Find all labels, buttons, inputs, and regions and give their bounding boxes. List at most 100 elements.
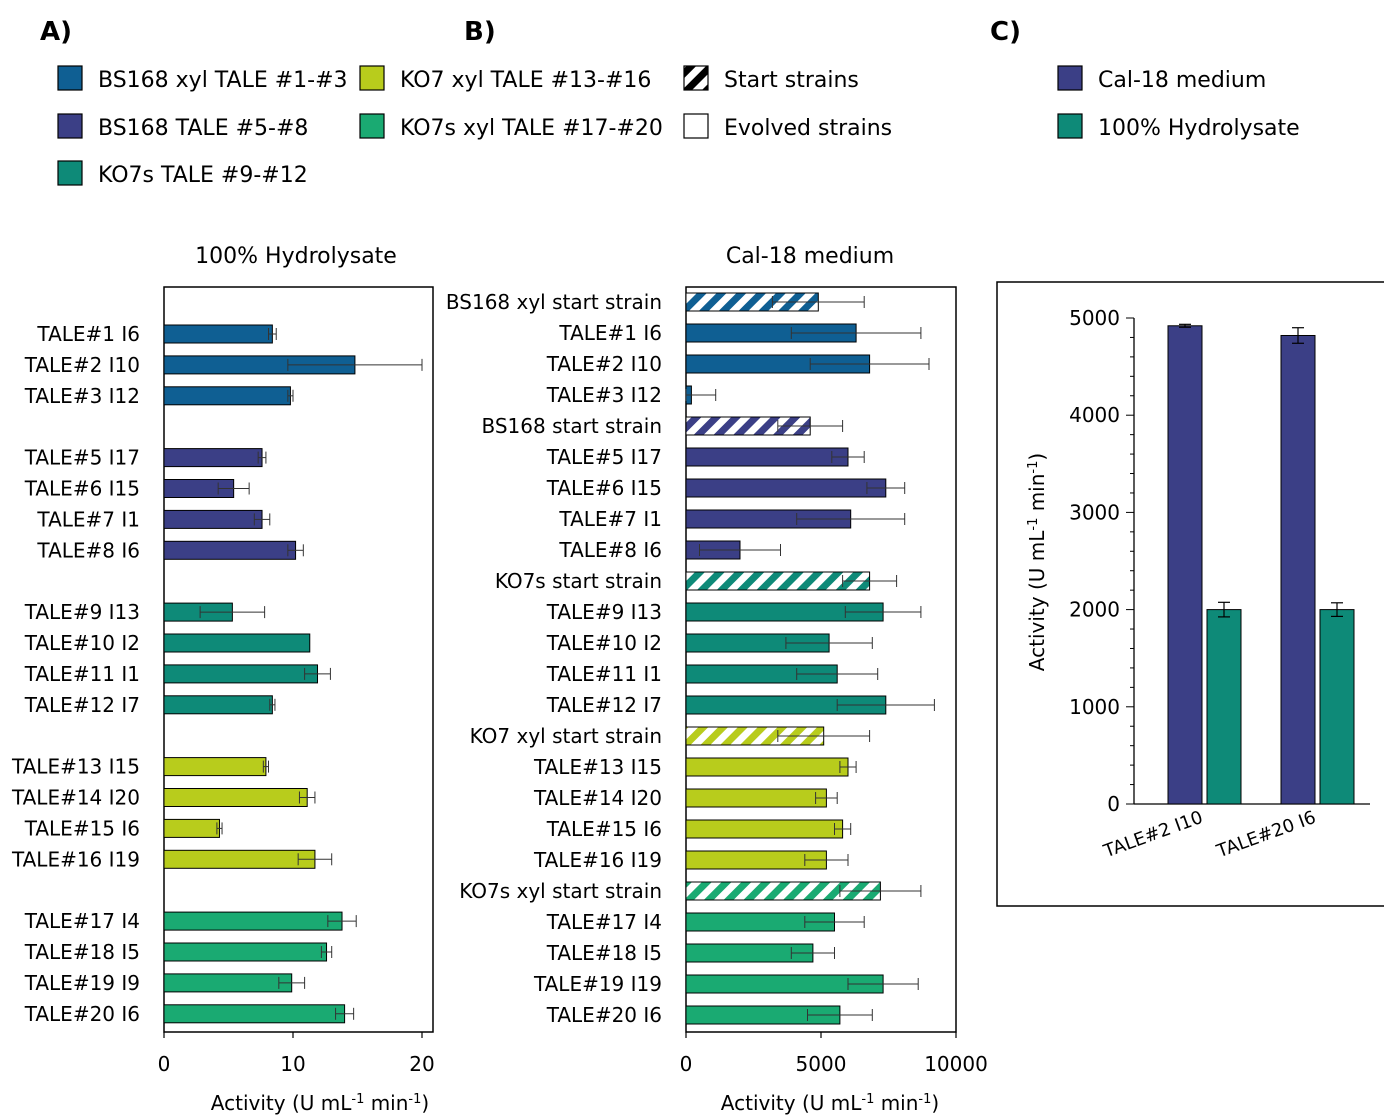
bar <box>163 818 220 838</box>
category-label: TALE#20 I6 <box>1213 807 1319 863</box>
row-label: TALE#8 I6 <box>36 538 140 562</box>
chart-cal18: Cal-18 medium BS168 xyl start strain TALE… <box>446 244 988 1115</box>
legend-label: KO7s TALE #9-#12 <box>98 163 308 188</box>
row-label: KO7 xyl start strain <box>470 724 662 748</box>
bar <box>163 386 291 406</box>
bar <box>163 695 273 715</box>
legend-label: KO7s xyl TALE #17-#20 <box>400 116 663 141</box>
bar <box>163 509 263 529</box>
chart-c-bars <box>1167 323 1355 805</box>
bar <box>163 633 311 653</box>
row-label: BS168 start strain <box>481 414 662 438</box>
legend-swatch <box>359 113 385 139</box>
row-label: TALE#13 I15 <box>533 755 662 779</box>
legend-swatch <box>683 65 709 91</box>
row-label: TALE#16 I19 <box>533 848 662 872</box>
bar <box>685 571 871 591</box>
bar <box>1280 334 1316 805</box>
chart-a-x-ticks: 0 10 20 <box>158 1032 435 1076</box>
row-label: TALE#12 I7 <box>546 693 662 717</box>
legend-swatch <box>57 65 83 91</box>
bar <box>163 757 267 777</box>
chart-b-xlabel: Activity (U mL-1 min-1) <box>721 1091 939 1115</box>
row-label: BS168 xyl start strain <box>446 290 662 314</box>
row-label: TALE#17 I4 <box>546 910 662 934</box>
bar <box>685 478 887 498</box>
bar <box>685 788 827 808</box>
chart-hydrolysate: 100% Hydrolysate TALE#1 I6 TALE#2 I10 TALE… <box>11 244 435 1115</box>
legend-label: BS168 TALE #5-#8 <box>98 116 308 141</box>
legend-label: Cal-18 medium <box>1098 68 1266 93</box>
row-label: TALE#17 I4 <box>24 909 140 933</box>
chart-b-bars <box>685 292 935 1025</box>
row-label: TALE#14 I20 <box>11 786 140 810</box>
row-label: TALE#5 I17 <box>546 445 662 469</box>
row-label: TALE#1 I6 <box>558 321 662 345</box>
bar <box>163 973 293 993</box>
row-label: TALE#6 I15 <box>24 477 140 501</box>
row-label: TALE#10 I2 <box>546 631 662 655</box>
chart-a-bars <box>163 324 423 1024</box>
row-label: TALE#1 I6 <box>36 322 140 346</box>
row-label: TALE#13 I15 <box>11 755 140 779</box>
row-label: TALE#2 I10 <box>546 352 662 376</box>
chart-a-row-labels: TALE#1 I6 TALE#2 I10 TALE#3 I12 TALE#5 I17 T… <box>11 322 140 1026</box>
bar <box>163 540 297 560</box>
row-label: TALE#20 I6 <box>546 1003 662 1027</box>
row-label: TALE#19 I9 <box>24 971 140 995</box>
tick-label: 0 <box>680 1052 693 1076</box>
panel-label-a: A) <box>40 17 72 47</box>
y-tick-label: 3000 <box>1069 500 1120 524</box>
legend-label: 100% Hydrolysate <box>1098 116 1300 141</box>
row-label: TALE#12 I7 <box>24 693 140 717</box>
row-label: TALE#3 I12 <box>24 384 140 408</box>
legend-swatch <box>683 113 709 139</box>
bar <box>1206 609 1242 805</box>
legend-media: Cal-18 medium 100% Hydrolysate <box>1057 65 1300 141</box>
row-label: TALE#7 I1 <box>36 507 140 531</box>
bar <box>685 819 844 839</box>
row-label: KO7s start strain <box>495 569 662 593</box>
row-label: TALE#16 I19 <box>11 847 140 871</box>
row-label: TALE#18 I5 <box>546 941 662 965</box>
chart-a-frame <box>163 286 434 1033</box>
tick-label: 5000 <box>796 1052 847 1076</box>
legend-label: KO7 xyl TALE #13-#16 <box>400 68 651 93</box>
legend-strains: BS168 xyl TALE #1-#3 BS168 TALE #5-#8 KO7s… <box>57 65 892 188</box>
row-label: TALE#6 I15 <box>546 476 662 500</box>
bar <box>163 448 263 468</box>
chart-a-title: 100% Hydrolysate <box>195 244 397 269</box>
legend-label: Evolved strains <box>724 116 892 141</box>
tick-label: 10 <box>280 1052 305 1076</box>
row-label: TALE#11 I1 <box>546 662 662 686</box>
chart-c-ylabel: Activity (U mL-1 min-1) <box>1025 453 1049 671</box>
bar <box>163 849 316 869</box>
y-tick-label: 4000 <box>1069 403 1120 427</box>
row-label: TALE#7 I1 <box>558 507 662 531</box>
bar <box>163 911 343 931</box>
tick-label: 10000 <box>924 1052 988 1076</box>
row-label: TALE#15 I6 <box>24 816 140 840</box>
bar <box>163 1004 346 1024</box>
bar <box>685 757 849 777</box>
legend-swatch <box>1057 113 1083 139</box>
row-label: TALE#19 I19 <box>533 972 662 996</box>
row-label: TALE#2 I10 <box>24 353 140 377</box>
row-label: TALE#20 I6 <box>24 1002 140 1026</box>
chart-b-title: Cal-18 medium <box>726 244 894 269</box>
bar <box>1319 609 1355 805</box>
panel-label-b: B) <box>464 17 496 47</box>
row-label: TALE#9 I13 <box>24 600 140 624</box>
y-tick-label: 5000 <box>1069 306 1120 330</box>
legend-swatch <box>57 160 83 186</box>
tick-label: 0 <box>158 1052 171 1076</box>
bar <box>1167 325 1203 805</box>
chart-a-xlabel: Activity (U mL-1 min-1) <box>211 1091 429 1115</box>
y-tick-label: 2000 <box>1069 598 1120 622</box>
legend-swatch <box>57 113 83 139</box>
bar <box>163 942 328 962</box>
row-label: TALE#15 I6 <box>546 817 662 841</box>
row-label: TALE#14 I20 <box>533 786 662 810</box>
